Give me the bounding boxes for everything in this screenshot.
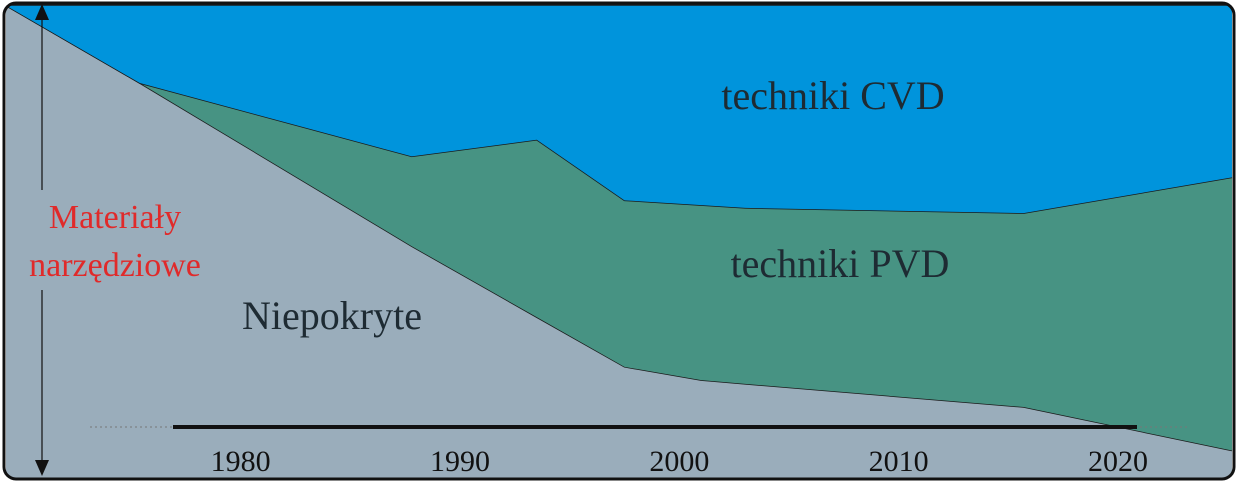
x-tick-label: 2010: [869, 445, 929, 478]
area-edge: [5, 4, 1233, 214]
x-tick-label: 2000: [649, 445, 709, 478]
area-label: techniki PVD: [731, 241, 950, 286]
area: [6, 5, 1232, 451]
area: [6, 5, 1232, 214]
x-tick-label: 1980: [211, 445, 271, 478]
area: [6, 5, 1232, 479]
y-label: Materiały: [49, 199, 181, 236]
x-tick-label: 2020: [1088, 445, 1148, 478]
y-arrow-head: [35, 460, 49, 476]
area-label: Niepokryte: [242, 293, 422, 338]
plot-area: [5, 4, 1233, 479]
y-label: narzędziowe: [29, 247, 201, 284]
y-arrow-head: [35, 4, 49, 20]
area-label: techniki CVD: [721, 73, 944, 118]
x-tick-label: 1990: [430, 445, 490, 478]
